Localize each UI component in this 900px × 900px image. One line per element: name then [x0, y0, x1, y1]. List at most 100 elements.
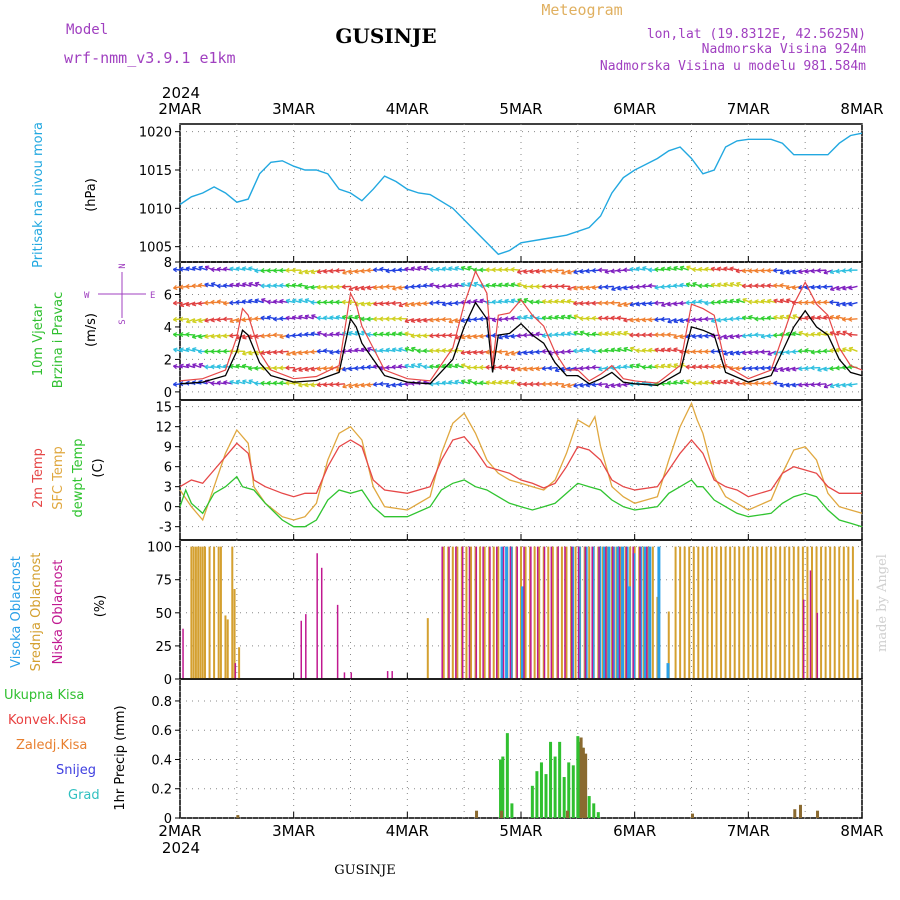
wind-arrow: [242, 380, 252, 385]
cloud-ylabel-2: Srednja Oblacnost: [29, 553, 44, 672]
wind-arrow: [561, 315, 571, 320]
wind-arrow-head: [361, 331, 365, 336]
wind-arrow-head: [504, 366, 509, 370]
wind-arrow-head: [222, 284, 227, 289]
wind-arrow-head: [579, 349, 584, 353]
wind-arrow-head: [361, 288, 366, 291]
wind-arrow-head: [785, 333, 790, 337]
wind-arrow-head: [291, 269, 296, 273]
wind-arrow-head: [329, 352, 334, 355]
wind-arrow-head: [354, 331, 359, 336]
wind-arrow: [667, 267, 677, 271]
wind-arrow-head: [510, 283, 515, 288]
wind-arrow-head: [623, 269, 628, 273]
wind-arrow-head: [316, 301, 321, 305]
wind-arrow-head: [504, 381, 509, 385]
wind-arrow-head: [792, 369, 797, 372]
wind-arrow: [392, 348, 402, 352]
wind-arrow-head: [604, 317, 609, 321]
wind-arrow-head: [198, 303, 203, 306]
wind-arrow-head: [410, 364, 415, 369]
wind-arrow-head: [279, 317, 284, 322]
wind-arrow-head: [591, 366, 596, 370]
top-x-tick-label: 6MAR: [613, 100, 656, 118]
wind-arrow-head: [729, 299, 734, 304]
wind-arrow-head: [585, 270, 590, 274]
wind-arrow-head: [729, 336, 735, 340]
wind-arrow-head: [266, 301, 271, 305]
wind-arrow-head: [604, 302, 609, 306]
wind-arrow-head: [454, 284, 459, 288]
wind-arrow-head: [660, 348, 665, 353]
wind-arrow: [179, 348, 189, 352]
wind-arrow-head: [210, 382, 215, 386]
wind-arrow-head: [623, 320, 628, 323]
wind-arrow-head: [523, 334, 528, 338]
wind-arrow-head: [736, 282, 740, 287]
wind-arrow-head: [666, 382, 671, 386]
wind-arrow-head: [298, 284, 302, 288]
wind-arrow-head: [216, 285, 221, 289]
wind-arrow-head: [691, 382, 696, 386]
wind-arrow-head: [686, 266, 690, 271]
wind-arrow: [454, 283, 464, 288]
wind-arrow-head: [435, 319, 440, 323]
wind-arrow-head: [698, 268, 703, 272]
wind-arrow-head: [798, 331, 802, 336]
wind-arrow-head: [555, 370, 560, 373]
precip-legend: Ukupna Kisa Konvek.Kisa Zaledj.Kisa Snij…: [4, 688, 100, 803]
wind-arrow-head: [222, 350, 228, 354]
wind-arrow: [523, 315, 533, 320]
wind-arrow-head: [317, 368, 322, 372]
wind-arrow-head: [367, 303, 372, 307]
wind-arrow-head: [835, 271, 841, 274]
wind-arrow-head: [792, 272, 797, 275]
wind-arrow-head: [629, 268, 634, 273]
wind-arrow-head: [316, 332, 321, 336]
wind-arrow-head: [704, 268, 709, 272]
wind-arrow-head: [348, 332, 352, 336]
wind-arrow-head: [479, 269, 484, 273]
footer-station: GUSINJE: [334, 863, 395, 878]
wind-arrow-head: [329, 286, 334, 290]
wind-arrow-head: [392, 288, 397, 291]
wind-arrow-head: [429, 302, 434, 306]
wind-arrow-head: [398, 365, 402, 370]
wind-arrow-head: [291, 299, 296, 304]
wind-arrow: [223, 381, 233, 385]
wind-arrow-head: [767, 335, 772, 339]
wind-arrow-head: [629, 304, 635, 307]
wind-arrow-head: [360, 270, 365, 274]
wind-arrow: [342, 285, 352, 288]
wind-arrow-head: [229, 302, 234, 306]
legend-conv: Konvek.Kisa: [8, 713, 86, 728]
wind-arrow-head: [473, 282, 477, 287]
wind-arrow-head: [304, 272, 310, 275]
wind-arrow-head: [185, 333, 190, 338]
wind-arrow-head: [830, 386, 835, 389]
wind-arrow-head: [716, 301, 721, 305]
wind-arrow-head: [610, 332, 615, 336]
wind-arrow: [335, 332, 345, 336]
wind-arrow-head: [667, 304, 672, 307]
temp-ytick-label: 3: [164, 481, 172, 496]
wind-arrow-head: [592, 384, 597, 388]
wind-arrow-head: [273, 367, 278, 371]
wind-arrow-head: [248, 368, 253, 371]
wind-arrow-head: [666, 285, 671, 289]
wind-arrow: [473, 300, 483, 304]
wind-arrow-head: [229, 284, 234, 288]
wind-arrow-head: [391, 318, 396, 322]
wind-arrow-head: [529, 271, 534, 274]
wind-arrow-head: [623, 287, 628, 291]
wind-arrow-head: [729, 353, 735, 356]
wind-arrow-head: [573, 350, 578, 354]
wind-arrow-head: [561, 273, 566, 275]
wind-arrow-head: [660, 319, 665, 322]
wind-arrow-head: [679, 380, 684, 385]
wind-arrow: [635, 267, 646, 271]
wind-arrow-head: [348, 272, 353, 275]
wind-arrow-head: [241, 283, 246, 288]
wind-arrow-head: [698, 319, 703, 322]
wind-arrow-head: [285, 299, 290, 304]
